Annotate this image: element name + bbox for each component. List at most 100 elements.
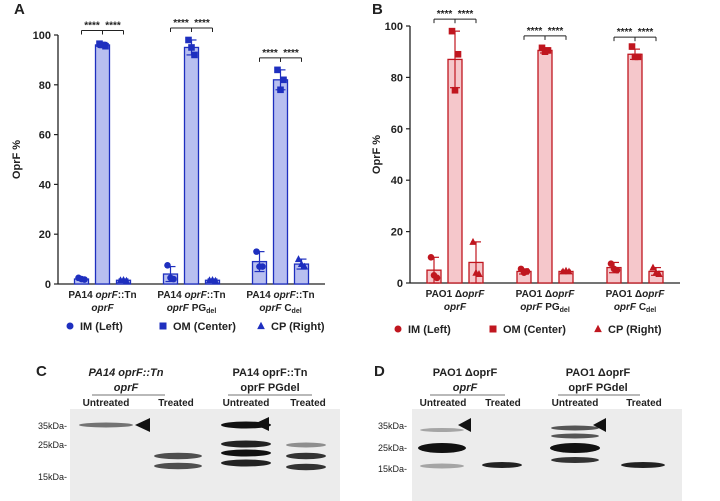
data-point: [430, 271, 438, 279]
legend-label: CP (Right): [608, 324, 662, 336]
x-group-label: PA14 oprF::Tn: [68, 290, 136, 301]
data-point: [628, 43, 636, 50]
significance-label: ****: [84, 20, 100, 31]
data-point: [297, 260, 306, 268]
blot-c-marker-35: 35kDa-: [38, 421, 67, 431]
blot-d-strain2-line2: oprF PGdel: [568, 382, 627, 394]
data-point: [119, 276, 128, 283]
blot-d-band: [420, 428, 464, 432]
data-point: [541, 48, 549, 55]
blot-c-arrow-1: [135, 418, 150, 432]
y-tick-label: 100: [385, 21, 403, 33]
x-group-label: oprF Cdel: [259, 303, 301, 315]
blot-c-strain2-line2: oprF PGdel: [240, 382, 299, 394]
data-point: [652, 268, 660, 276]
blot-d-band: [621, 462, 665, 468]
blot-d-arrow-1: [458, 418, 471, 432]
y-tick-label: 60: [39, 130, 51, 142]
blot-d-lane-3: Untreated: [552, 398, 599, 409]
significance-label: ****: [548, 26, 564, 37]
y-tick-label: 80: [39, 80, 51, 92]
y-tick-label: 0: [397, 278, 403, 290]
x-group-label: PA14 oprF::Tn: [157, 290, 225, 301]
data-point: [451, 86, 459, 94]
data-point: [167, 274, 174, 282]
significance-label: ****: [173, 18, 189, 29]
data-point: [188, 44, 195, 51]
blot-c-arrow-2: [254, 417, 269, 431]
blot-d-arrow-2: [593, 418, 606, 432]
data-point: [253, 248, 260, 255]
blot-d-band: [482, 462, 522, 468]
y-tick-label: 60: [391, 124, 403, 136]
x-group-label: oprF Cdel: [614, 302, 656, 314]
y-tick-label: 20: [39, 229, 51, 241]
y-tick-label: 100: [33, 30, 51, 42]
data-point: [448, 27, 456, 35]
y-tick-label: 0: [45, 279, 51, 291]
data-point: [208, 276, 217, 283]
data-point: [631, 53, 639, 61]
blot-c-marker-15: 15kDa-: [38, 472, 67, 482]
blot-d-band: [551, 425, 599, 431]
data-point: [164, 262, 171, 269]
bar: [272, 79, 289, 285]
significance-label: ****: [262, 48, 278, 59]
legend-label: OM (Center): [503, 324, 566, 336]
blot-d-marker-25: 25kDa-: [378, 443, 407, 453]
panel-letter-c: C: [36, 363, 47, 380]
blot-d-strain1-line2: oprF: [453, 382, 478, 394]
blot-c-lane-1: Untreated: [83, 398, 130, 409]
y-tick-label: 40: [39, 179, 51, 191]
legend-label: CP (Right): [271, 321, 325, 333]
blot-d-strain1-line1: PAO1 ΔoprF: [433, 367, 498, 379]
blot-c-strain1-line1: PA14 oprF::Tn: [89, 367, 164, 379]
data-point: [538, 44, 546, 52]
legend-marker: [257, 321, 265, 330]
significance-label: ****: [617, 27, 633, 38]
significance-label: ****: [437, 9, 453, 20]
blot-c-band: [154, 452, 202, 460]
data-point: [274, 66, 281, 74]
significance-label: ****: [458, 9, 474, 20]
data-point: [185, 36, 192, 44]
x-group-label: PAO1 ΔoprF: [426, 289, 486, 300]
data-point: [472, 268, 480, 276]
data-point: [520, 269, 528, 277]
bar: [627, 53, 643, 284]
bar: [537, 49, 553, 284]
blot-d-band: [551, 433, 599, 439]
blot-d-membrane: [412, 409, 682, 501]
blot-d-strain2-line1: PAO1 ΔoprF: [566, 367, 631, 379]
blot-d-band: [551, 457, 599, 463]
significance-label: ****: [638, 27, 654, 38]
blot-c-band: [286, 442, 326, 448]
legend-marker: [489, 325, 497, 333]
blot-d-band: [420, 463, 464, 469]
blot-d-lane-1: Untreated: [420, 398, 467, 409]
blot-c: PA14 oprF::Tn oprF PA14 oprF::Tn oprF PG…: [38, 367, 340, 501]
x-group-label: oprF: [444, 302, 467, 313]
x-group-label: PAO1 ΔoprF: [606, 289, 666, 300]
data-point: [427, 253, 435, 261]
data-point: [256, 263, 263, 270]
x-group-label: PAO1 ΔoprF: [516, 289, 576, 300]
significance-label: ****: [194, 18, 210, 29]
blot-c-strain1-line2: oprF: [114, 382, 139, 394]
blot-d-marker-15: 15kDa-: [378, 464, 407, 474]
significance-label: ****: [105, 20, 121, 31]
y-tick-label: 40: [391, 175, 403, 187]
blot-c-band: [221, 440, 271, 448]
panel-letter-a: A: [14, 1, 25, 18]
y-tick-label: 20: [391, 227, 403, 239]
legend-marker: [594, 324, 602, 333]
blot-d-lane-2: Treated: [485, 398, 521, 409]
data-point: [607, 260, 615, 268]
data-point: [294, 255, 303, 263]
data-point: [469, 237, 477, 245]
blot-c-strain2-line1: PA14 oprF::Tn: [233, 367, 308, 379]
blot-c-marker-25: 25kDa-: [38, 440, 67, 450]
legend-label: IM (Left): [408, 324, 451, 336]
